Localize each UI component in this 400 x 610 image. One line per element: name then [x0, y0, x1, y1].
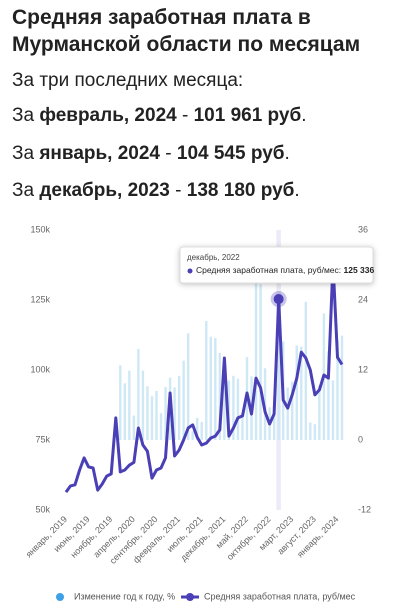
summary-text: - — [160, 143, 177, 164]
line — [64, 261, 344, 493]
bar — [295, 345, 298, 440]
legend-marker — [56, 593, 64, 601]
bar — [119, 365, 122, 440]
tooltip-value: 125 336 — [344, 265, 375, 275]
subtitle: За три последних месяца: — [12, 70, 244, 91]
legend-marker — [186, 593, 194, 601]
bar — [159, 413, 163, 440]
y2-tick-label: 36 — [358, 224, 368, 234]
bar — [123, 383, 127, 440]
summary-text: - — [176, 105, 194, 126]
summary-text: За — [12, 180, 40, 201]
bar — [155, 391, 158, 440]
bar — [318, 385, 321, 440]
y-tick-label: 125k — [30, 294, 50, 304]
title: Средняя заработная плата в Мурманской об… — [12, 6, 361, 56]
bar — [304, 301, 308, 440]
bar — [218, 353, 222, 440]
summary-text: . — [284, 143, 290, 164]
summary-line: За декабрь, 2023 - 138 180 руб. — [12, 180, 300, 202]
bar — [186, 333, 190, 440]
summary-text: февраль, 2024 — [39, 105, 177, 126]
bar — [241, 413, 244, 440]
tooltip-box — [179, 246, 374, 284]
bar — [254, 249, 258, 440]
summary-text: 138 180 руб — [186, 180, 295, 201]
bar — [146, 386, 149, 440]
bar — [137, 349, 140, 440]
bar — [209, 336, 212, 440]
summary-text: январь, 2024 — [39, 143, 160, 164]
summary-text: - — [169, 180, 187, 201]
bar — [132, 415, 136, 440]
bar — [259, 284, 262, 440]
bar — [291, 381, 294, 440]
summary-text: декабрь, 2023 — [39, 180, 170, 201]
bar — [232, 375, 235, 440]
bar — [150, 396, 154, 440]
y-tick-label: 100k — [30, 364, 50, 374]
bar — [236, 378, 240, 440]
bar — [205, 321, 208, 440]
summary-text: За — [12, 105, 40, 126]
bar — [300, 346, 303, 440]
summary-text: За — [12, 143, 40, 164]
tooltip-dot — [187, 268, 193, 274]
bar — [272, 397, 276, 440]
y2-tick-label: 24 — [358, 294, 368, 304]
y-tick-label: 75k — [35, 434, 50, 444]
bar — [196, 417, 199, 440]
summary-text: 101 961 руб — [193, 105, 302, 126]
tooltip-title: декабрь, 2022 — [187, 253, 240, 262]
y-tick-label: 150k — [30, 224, 50, 234]
bar — [173, 387, 176, 440]
bar — [313, 424, 317, 440]
legend-label: Изменение год к году, % — [74, 591, 175, 601]
legend-label: Средняя заработная плата, руб/мес — [204, 591, 356, 601]
bar — [214, 337, 217, 440]
summary-text: 104 545 руб — [176, 143, 285, 164]
bar — [191, 431, 194, 440]
y2-tick-label: -12 — [358, 504, 371, 514]
tooltip-label: Средняя заработная плата, руб/мес: — [196, 265, 344, 275]
bar — [182, 360, 185, 440]
bar — [141, 370, 145, 440]
bar — [177, 375, 181, 440]
bar — [200, 421, 203, 440]
summary-text: . — [294, 180, 300, 201]
tooltip-text: Средняя заработная плата, руб/мес: 125 3… — [196, 265, 374, 275]
bar — [286, 387, 289, 440]
bar — [164, 386, 167, 440]
summary-line: За январь, 2024 - 104 545 руб. — [12, 143, 290, 165]
bar — [223, 360, 226, 440]
hover-point — [273, 294, 284, 305]
bar — [277, 322, 280, 440]
y2-tick-label: 0 — [358, 434, 363, 444]
bar — [331, 380, 335, 440]
bar — [336, 340, 339, 440]
y2-tick-label: 12 — [358, 364, 368, 374]
bar — [128, 370, 131, 440]
summary-line: За февраль, 2024 - 101 961 руб. — [12, 105, 307, 127]
bar — [340, 335, 344, 440]
summary-text: . — [301, 105, 307, 126]
bar — [327, 351, 330, 440]
y-tick-label: 50k — [35, 504, 50, 514]
bar — [309, 422, 312, 440]
